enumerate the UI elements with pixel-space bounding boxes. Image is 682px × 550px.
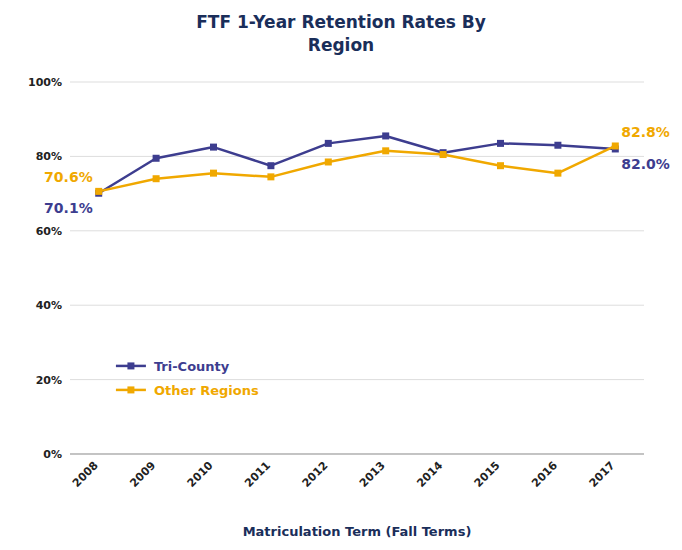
series-line xyxy=(99,136,616,193)
point xyxy=(612,142,619,149)
point xyxy=(440,151,447,158)
x-tick-label: 2014 xyxy=(414,459,445,490)
x-tick-label: 2011 xyxy=(242,459,273,490)
x-tick-label: 2009 xyxy=(127,459,158,490)
x-tick-label: 2010 xyxy=(185,459,216,490)
y-tick-label: 80% xyxy=(36,150,62,163)
chart: 0% 20% 40% 60% 80% 100% 2008 2009 2010 2011 2012 20… xyxy=(0,0,682,550)
annotation: 70.6% xyxy=(44,169,93,185)
legend-marker xyxy=(127,386,134,393)
grid-line xyxy=(70,82,644,83)
point xyxy=(382,132,389,139)
x-tick-label: 2008 xyxy=(70,459,101,490)
grid-line xyxy=(70,305,644,306)
legend-label: Other Regions xyxy=(154,383,259,398)
legend-marker xyxy=(127,362,134,369)
legend-label: Tri-County xyxy=(154,359,230,374)
annotation: 70.1% xyxy=(44,200,93,216)
plot-area xyxy=(95,132,619,196)
grid-line xyxy=(70,379,644,380)
title: FTF 1-Year Retention Rates ByRegion xyxy=(196,12,486,55)
point xyxy=(497,162,504,169)
y-tick-label: 20% xyxy=(36,374,62,387)
point xyxy=(382,147,389,154)
point xyxy=(153,155,160,162)
annotation: 82.0% xyxy=(621,156,670,172)
x-tick-label: 2017 xyxy=(587,459,618,490)
grid-line xyxy=(70,454,644,455)
x-axis-label: Matriculation Term (Fall Terms) xyxy=(243,524,472,539)
series-line xyxy=(99,146,616,191)
annotation: 82.8% xyxy=(621,124,670,140)
x-tick-label: 2015 xyxy=(472,459,503,490)
legend: Tri-County Other Regions xyxy=(116,359,259,398)
point xyxy=(325,140,332,147)
y-tick-label: 0% xyxy=(43,448,62,461)
point xyxy=(210,170,217,177)
point xyxy=(554,142,561,149)
point xyxy=(210,144,217,151)
point xyxy=(267,162,274,169)
point xyxy=(325,158,332,165)
y-tick-label: 100% xyxy=(28,76,62,89)
grid-line xyxy=(70,230,644,231)
point xyxy=(267,173,274,180)
y-tick-label: 60% xyxy=(36,225,62,238)
point xyxy=(95,188,102,195)
point xyxy=(497,140,504,147)
x-axis-line xyxy=(70,454,644,455)
x-tick-label: 2013 xyxy=(357,459,388,490)
point xyxy=(554,170,561,177)
grid xyxy=(70,82,644,454)
x-tick-label: 2016 xyxy=(529,459,560,490)
point xyxy=(153,175,160,182)
x-tick-label: 2012 xyxy=(300,459,331,490)
y-tick-label: 40% xyxy=(36,299,62,312)
